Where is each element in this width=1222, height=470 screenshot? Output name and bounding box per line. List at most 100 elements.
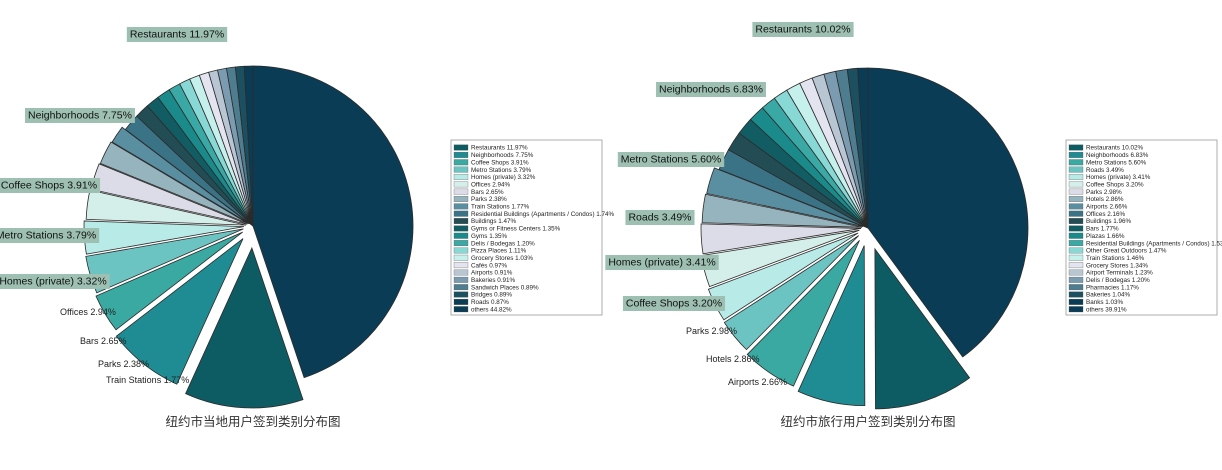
local-users-pie-chart: Restaurants 11.97%Neighborhoods 7.75%Cof…	[0, 27, 615, 409]
legend-item-metro-stations: Metro Stations 3.79%	[471, 167, 532, 174]
legend-swatch-offices	[453, 181, 469, 188]
slice-label-box	[0, 228, 100, 243]
slice-label-neighborhoods: Neighborhoods 6.83%	[659, 84, 763, 96]
slice-label-box	[656, 82, 766, 97]
slice-label-neighborhoods: Neighborhoods 7.75%	[28, 110, 132, 122]
legend-item-restaurants: Restaurants 10.02%	[1086, 145, 1143, 152]
legend-item-bakeries: Bakeries 1.04%	[1086, 292, 1131, 299]
legend-item-parks: Parks 2.38%	[471, 196, 507, 203]
legend-item-bars: Bars 1.77%	[1086, 226, 1119, 233]
legend-item-hotels: Hotels 2.86%	[1086, 196, 1124, 203]
slice-label-hotels: Hotels 2.86%	[706, 354, 760, 364]
legend-item-other-great-outdoors: Other Great Outdoors 1.47%	[1086, 248, 1167, 255]
slice-label-box	[0, 274, 110, 289]
legend-swatch-airport-terminals	[1068, 269, 1084, 276]
legend-item-buildings: Buildings 1.96%	[1086, 218, 1132, 225]
pie-slice-hotels	[701, 193, 863, 228]
legend-item-metro-stations: Metro Stations 5.60%	[1086, 159, 1147, 166]
legend-item-offices: Offices 2.16%	[1086, 211, 1125, 218]
pie-slice-coffee-shops	[95, 231, 243, 331]
legend-item-others: others 44.82%	[471, 306, 512, 313]
legend-swatch-bars	[453, 188, 469, 195]
slice-label-coffee-shops: Coffee Shops 3.20%	[626, 298, 722, 310]
legend-swatch-residential-buildings-apartments-condos	[1068, 240, 1084, 247]
legend-item-train-stations: Train Stations 1.46%	[1086, 255, 1145, 262]
legend-item-delis-bodegas: Delis / Bodegas 1.20%	[471, 240, 535, 247]
legend-swatch-neighborhoods	[1068, 151, 1084, 158]
pie-slice-parks	[700, 223, 862, 255]
legend-swatch-buildings	[1068, 218, 1084, 224]
legend-item-homes-private: Homes (private) 3.41%	[1086, 174, 1151, 181]
legend-swatch-bakeries	[453, 276, 469, 283]
legend-item-others: others 39.91%	[1086, 306, 1127, 313]
legend-swatch-parks	[453, 196, 469, 202]
legend-swatch-coffee-shops	[453, 159, 469, 166]
slice-label-roads: Roads 3.49%	[628, 212, 691, 224]
chart-legend: Restaurants 11.97%Neighborhoods 7.75%Cof…	[450, 139, 615, 316]
pie-slice-metro-stations	[746, 240, 860, 387]
legend-swatch-others	[1068, 306, 1084, 313]
legend-swatch-plazas	[1068, 232, 1084, 239]
legend-item-gyms: Gyms 1.35%	[471, 233, 507, 240]
legend-swatch-neighborhoods	[453, 151, 469, 158]
legend-item-caf-s: Cafés 0.97%	[471, 262, 507, 269]
legend-swatch-grocery-stores	[453, 254, 469, 261]
legend-item-sandwich-places: Sandwich Places 0.89%	[471, 284, 539, 291]
legend-swatch-airports	[453, 269, 469, 276]
slice-label-coffee-shops: Coffee Shops 3.91%	[1, 180, 97, 192]
legend-frame	[450, 139, 603, 316]
legend-item-coffee-shops: Coffee Shops 3.91%	[471, 159, 529, 166]
legend-swatch-coffee-shops	[1068, 181, 1084, 188]
legend-item-grocery-stores: Grocery Stores 1.03%	[471, 255, 533, 262]
slice-label-restaurants: Restaurants 10.02%	[755, 24, 850, 36]
legend-swatch-roads	[453, 298, 469, 305]
legend-swatch-other-great-outdoors	[1068, 247, 1084, 254]
legend-swatch-airports	[1068, 203, 1084, 210]
legend-item-airport-terminals: Airport Terminals 1.23%	[1086, 270, 1153, 277]
legend-item-parks: Parks 2.98%	[1086, 189, 1122, 196]
legend-swatch-grocery-stores	[1068, 262, 1084, 269]
legend-swatch-train-stations	[453, 203, 469, 210]
legend-swatch-delis-bodegas	[1068, 276, 1084, 283]
pie-slice-others	[867, 67, 1029, 358]
chart-title-local-users: 纽约市当地用户签到类别分布图	[165, 414, 340, 429]
slice-label-restaurants: Restaurants 11.97%	[130, 29, 224, 41]
slice-label-homes-private: Homes (private) 3.41%	[608, 257, 715, 269]
slice-label-homes-private: Homes (private) 3.32%	[0, 276, 107, 288]
legend-item-offices: Offices 2.94%	[471, 181, 510, 188]
slice-label-bars: Bars 2.65%	[80, 336, 127, 346]
pie-slice-neighborhoods	[115, 238, 244, 385]
slice-label-box	[126, 27, 228, 42]
pie-slice-airports	[706, 167, 864, 227]
legend-swatch-gyms-or-fitness-centers	[453, 225, 469, 232]
legend-frame	[1065, 139, 1218, 316]
legend-swatch-residential-buildings-apartments-condos	[453, 210, 469, 217]
slice-label-metro-stations: Metro Stations 5.60%	[621, 154, 721, 166]
legend-item-pizza-places: Pizza Places 1.11%	[471, 248, 527, 255]
legend-swatch-bakeries	[1068, 291, 1084, 298]
legend-item-neighborhoods: Neighborhoods 7.75%	[471, 152, 534, 159]
legend-swatch-offices	[1068, 210, 1084, 217]
legend-swatch-buildings	[453, 218, 469, 224]
legend-item-bakeries: Bakeries 0.91%	[471, 277, 516, 284]
legend-item-neighborhoods: Neighborhoods 6.83%	[1086, 152, 1149, 159]
legend-item-plazas: Plazas 1.66%	[1086, 233, 1125, 240]
slice-label-airports: Airports 2.66%	[728, 377, 787, 387]
legend-item-buildings: Buildings 1.47%	[471, 218, 517, 225]
pie-slice-restaurants	[874, 247, 971, 410]
legend-swatch-caf-s	[453, 262, 469, 269]
slice-label-box	[25, 108, 135, 123]
legend-item-residential-buildings-apartments-condos: Residential Buildings (Apartments / Cond…	[471, 211, 615, 218]
legend-swatch-homes-private	[1068, 174, 1084, 180]
legend-item-bridges: Bridges 0.89%	[471, 292, 512, 299]
slice-label-parks: Parks 2.98%	[686, 326, 737, 336]
legend-item-banks: Banks 1.03%	[1086, 299, 1124, 306]
legend-swatch-pharmacies	[1068, 284, 1084, 291]
legend-swatch-train-stations	[1068, 254, 1084, 261]
legend-swatch-pizza-places	[453, 247, 469, 254]
legend-item-roads: Roads 3.49%	[1086, 167, 1124, 174]
legend-item-train-stations: Train Stations 1.77%	[471, 204, 530, 211]
pie-slice-train-stations	[111, 126, 250, 225]
pie-slice-roads	[723, 235, 859, 351]
